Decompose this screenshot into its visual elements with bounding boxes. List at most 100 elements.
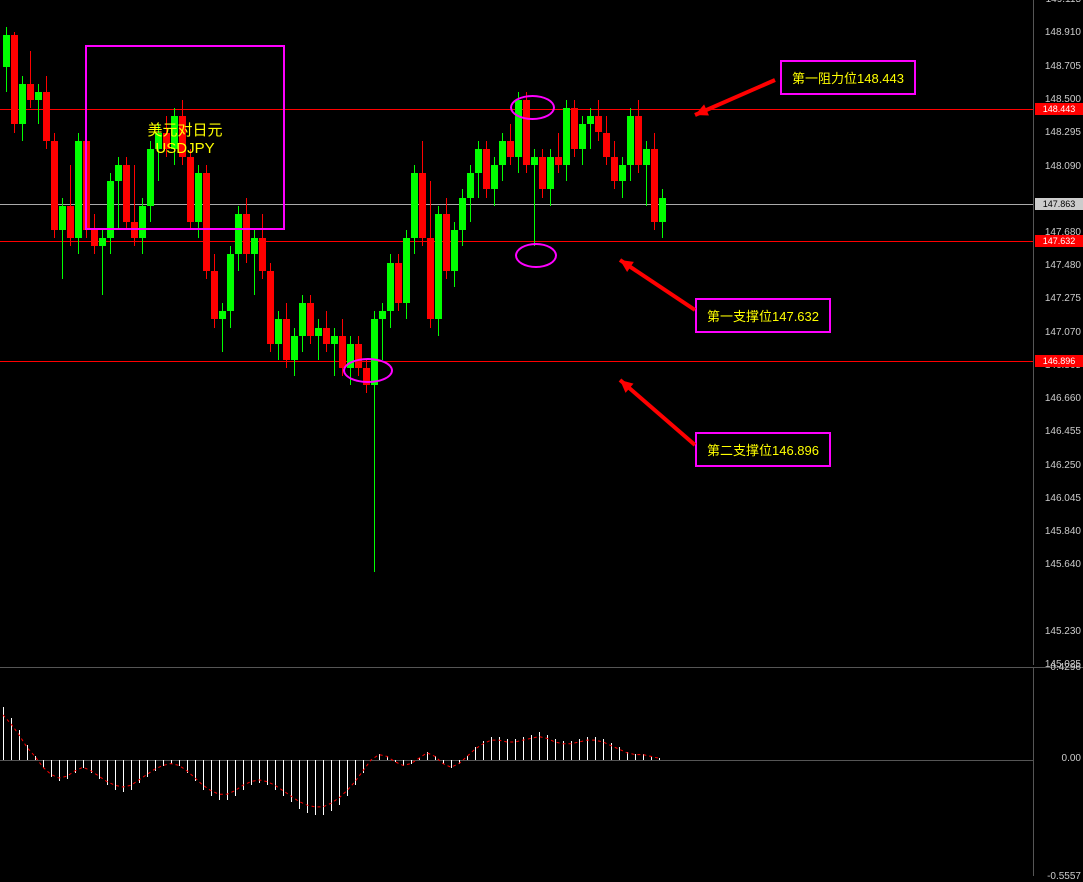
resistance-label: 第一阻力位148.443 <box>780 60 916 95</box>
candle[interactable] <box>635 100 641 173</box>
candle[interactable] <box>443 198 449 279</box>
price-axis: 149.115148.910148.705148.500148.295148.0… <box>1033 0 1083 665</box>
price-tick: 149.115 <box>1046 0 1081 5</box>
highlight-ellipse <box>343 358 393 383</box>
candle[interactable] <box>531 149 537 247</box>
candle[interactable] <box>563 100 569 181</box>
arrow-icon <box>605 365 710 460</box>
macd-indicator[interactable] <box>0 667 1033 876</box>
candle[interactable] <box>19 76 25 141</box>
price-tick: 147.480 <box>1045 260 1081 271</box>
horizontal-line[interactable] <box>0 241 1033 242</box>
candle[interactable] <box>459 189 465 246</box>
candle[interactable] <box>331 328 337 377</box>
candle[interactable] <box>211 254 217 327</box>
candle[interactable] <box>427 181 433 327</box>
price-chart[interactable]: 美元对日元USDJPY 第一阻力位148.443 第一支撑位147.632 第二支撑位… <box>0 0 1033 665</box>
support1-label: 第一支撑位147.632 <box>695 298 831 333</box>
indicator-axis: 0.42960.00-0.5557 <box>1033 667 1083 876</box>
candle[interactable] <box>59 198 65 279</box>
price-marker: 147.863 <box>1035 198 1083 210</box>
price-tick: 145.840 <box>1045 526 1081 537</box>
candle[interactable] <box>99 230 105 295</box>
candle[interactable] <box>35 84 41 125</box>
candle[interactable] <box>555 133 561 174</box>
symbol-title-box: 美元对日元USDJPY <box>85 45 285 230</box>
price-marker: 146.896 <box>1035 355 1083 367</box>
candle[interactable] <box>283 303 289 368</box>
candle[interactable] <box>611 141 617 190</box>
symbol-name-en: USDJPY <box>155 140 214 157</box>
candle[interactable] <box>379 303 385 360</box>
price-tick: 146.045 <box>1045 493 1081 504</box>
price-tick: 148.295 <box>1045 127 1081 138</box>
candle[interactable] <box>275 311 281 360</box>
price-tick: 146.250 <box>1045 460 1081 471</box>
candle[interactable] <box>507 124 513 165</box>
candle[interactable] <box>67 165 73 246</box>
candle[interactable] <box>307 295 313 344</box>
price-marker: 148.443 <box>1035 103 1083 115</box>
candle[interactable] <box>219 303 225 352</box>
candle[interactable] <box>323 311 329 352</box>
indicator-tick: 0.00 <box>1062 753 1081 764</box>
candle[interactable] <box>11 32 17 133</box>
price-marker: 147.632 <box>1035 235 1083 247</box>
candle[interactable] <box>43 76 49 149</box>
candle[interactable] <box>299 295 305 352</box>
price-tick: 145.640 <box>1045 559 1081 570</box>
price-tick: 146.660 <box>1045 393 1081 404</box>
candle[interactable] <box>659 189 665 238</box>
candle[interactable] <box>451 222 457 287</box>
symbol-name-cn: 美元对日元 <box>147 119 222 140</box>
candle[interactable] <box>395 254 401 311</box>
candle[interactable] <box>595 100 601 141</box>
price-tick: 146.455 <box>1045 426 1081 437</box>
candle[interactable] <box>267 263 273 352</box>
indicator-tick: -0.5557 <box>1047 871 1081 882</box>
price-tick: 147.070 <box>1045 327 1081 338</box>
candle[interactable] <box>547 149 553 206</box>
candle[interactable] <box>419 141 425 247</box>
price-tick: 148.090 <box>1045 161 1081 172</box>
candle[interactable] <box>467 165 473 222</box>
price-tick: 148.705 <box>1045 61 1081 72</box>
candle[interactable] <box>3 27 9 92</box>
support2-label: 第二支撑位146.896 <box>695 432 831 467</box>
candle[interactable] <box>315 319 321 360</box>
indicator-tick: 0.4296 <box>1050 662 1081 673</box>
candle[interactable] <box>603 116 609 165</box>
candle[interactable] <box>387 254 393 327</box>
candle[interactable] <box>227 246 233 327</box>
candle[interactable] <box>27 51 33 108</box>
price-tick: 147.275 <box>1045 293 1081 304</box>
candle[interactable] <box>483 141 489 198</box>
horizontal-line[interactable] <box>0 361 1033 362</box>
price-tick: 148.910 <box>1045 27 1081 38</box>
candle[interactable] <box>651 133 657 231</box>
candle[interactable] <box>627 108 633 181</box>
highlight-ellipse <box>515 243 557 268</box>
arrow-icon <box>680 65 790 130</box>
candle[interactable] <box>499 133 505 182</box>
candle[interactable] <box>403 230 409 319</box>
candle[interactable] <box>539 149 545 198</box>
candle[interactable] <box>291 328 297 377</box>
candle[interactable] <box>491 157 497 206</box>
candle[interactable] <box>475 141 481 198</box>
highlight-ellipse <box>510 95 555 120</box>
candle[interactable] <box>619 157 625 198</box>
price-tick: 145.230 <box>1045 626 1081 637</box>
chart-container: 美元对日元USDJPY 第一阻力位148.443 第一支撑位147.632 第二支撑位… <box>0 0 1083 876</box>
arrow-icon <box>605 245 710 325</box>
candle[interactable] <box>435 206 441 336</box>
candle[interactable] <box>571 100 577 157</box>
candle[interactable] <box>587 108 593 149</box>
candle[interactable] <box>411 165 417 254</box>
candle[interactable] <box>371 311 377 571</box>
candle[interactable] <box>643 141 649 206</box>
candle[interactable] <box>251 230 257 295</box>
candle[interactable] <box>75 133 81 255</box>
candle[interactable] <box>51 133 57 239</box>
candle[interactable] <box>579 116 585 165</box>
